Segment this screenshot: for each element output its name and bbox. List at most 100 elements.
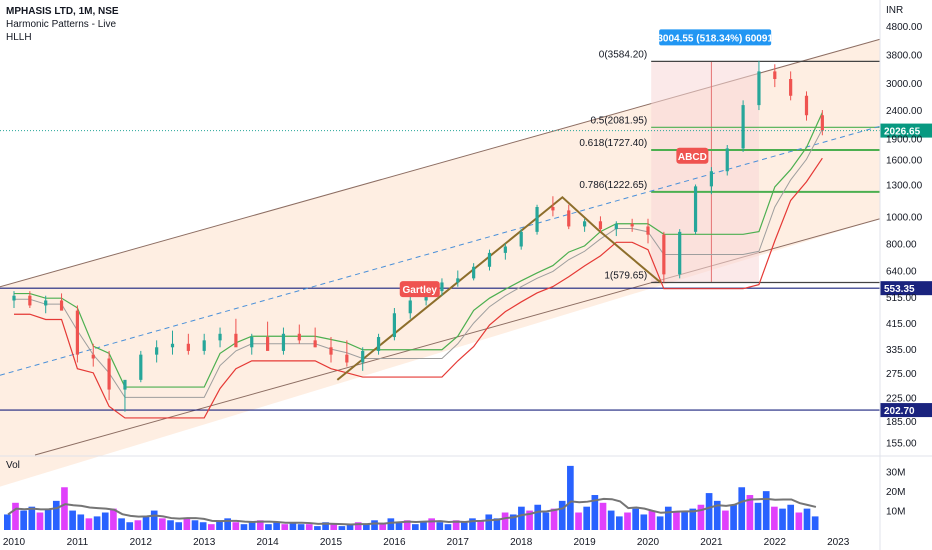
candle-body[interactable] [693,186,698,232]
hllh-upper-band[interactable] [14,112,823,388]
candle-body[interactable] [12,295,16,301]
candle-body[interactable] [503,246,507,253]
candle-body[interactable] [297,333,301,341]
candle-body[interactable] [361,350,365,363]
volume-bar[interactable] [338,526,346,530]
candle-body[interactable] [630,223,634,227]
volume-bar[interactable] [624,512,631,530]
candle-body[interactable] [44,300,48,306]
volume-bar[interactable] [673,512,680,530]
volume-bar[interactable] [689,508,697,530]
volume-bar[interactable] [485,514,493,530]
volume-bar[interactable] [305,524,313,530]
volume-bar[interactable] [599,502,607,530]
volume-bar[interactable] [224,518,231,530]
candle-body[interactable] [408,300,412,314]
volume-bar[interactable] [175,522,183,530]
volume-bar[interactable] [460,522,468,530]
hllh-lower-band[interactable] [14,157,823,419]
volume-bar[interactable] [44,508,52,530]
volume-bar[interactable] [591,495,599,530]
candle-body[interactable] [709,171,713,187]
volume-bar[interactable] [656,516,664,530]
volume-bar[interactable] [273,522,280,530]
volume-bar[interactable] [36,512,44,530]
volume-bar[interactable] [436,522,444,530]
candle-body[interactable] [614,223,618,230]
volume-bar[interactable] [93,516,101,530]
candle-body[interactable] [757,71,761,106]
volume-bar[interactable] [28,506,36,530]
volume-bar[interactable] [730,504,737,530]
volume-bar[interactable] [208,524,215,530]
candle-body[interactable] [202,340,206,351]
candle-body[interactable] [456,278,460,283]
volume-bar[interactable] [452,520,460,530]
volume-bar[interactable] [379,524,387,530]
volume-bar[interactable] [12,502,19,530]
candle-body[interactable] [329,347,333,355]
volume-bar[interactable] [330,524,338,530]
volume-bar[interactable] [509,514,517,530]
volume-bar[interactable] [779,508,786,530]
volume-bar[interactable] [469,518,476,530]
volume-bar[interactable] [583,506,591,530]
volume-bar[interactable] [150,510,158,530]
volume-bar[interactable] [314,526,321,530]
indicator-hllh[interactable]: HLLH [6,32,32,43]
volume-bar[interactable] [126,522,134,530]
volume-bar[interactable] [534,504,542,530]
candle-body[interactable] [75,310,79,355]
candle-body[interactable] [583,221,587,227]
volume-bar[interactable] [420,522,427,530]
volume-bar[interactable] [101,512,109,530]
candle-body[interactable] [250,337,254,348]
volume-bar[interactable] [607,510,615,530]
candle-body[interactable] [123,379,127,390]
volume-bar[interactable] [632,508,639,530]
volume-bar[interactable] [412,524,419,530]
volume-bar[interactable] [61,487,68,530]
volume-bar[interactable] [248,522,256,530]
volume-bar[interactable] [722,510,729,530]
volume-bar[interactable] [297,524,305,530]
volume-bar[interactable] [803,508,811,530]
volume-bar[interactable] [811,516,819,530]
volume-bar[interactable] [346,524,354,530]
volume-bar[interactable] [395,522,403,530]
candle-body[interactable] [820,115,824,131]
candle-body[interactable] [725,148,729,172]
volume-bar[interactable] [795,512,803,530]
volume-bar[interactable] [199,522,207,530]
volume-bar[interactable] [567,465,574,530]
volume-bar[interactable] [616,516,623,530]
volume-bar[interactable] [118,518,125,530]
volume-bar[interactable] [705,493,713,530]
volume-bar[interactable] [477,520,484,530]
volume-bar[interactable] [281,524,289,530]
candle-body[interactable] [551,206,555,211]
volume-bar[interactable] [403,520,411,530]
volume-bar[interactable] [110,508,117,530]
volume-bar[interactable] [493,518,501,530]
volume-bar[interactable] [134,520,142,530]
candle-body[interactable] [773,71,777,79]
candle-body[interactable] [186,343,190,351]
volume-bar[interactable] [232,522,240,530]
volume-bar[interactable] [289,522,297,530]
volume-bar[interactable] [738,487,746,530]
candle-body[interactable] [662,234,666,275]
volume-bar[interactable] [762,491,770,530]
volume-bar[interactable] [85,518,93,530]
volume-bar[interactable] [640,514,648,530]
volume-bar[interactable] [256,520,264,530]
volume-bar[interactable] [52,500,60,530]
volume-bar[interactable] [771,506,778,530]
volume-bar[interactable] [363,524,370,530]
volume-bar[interactable] [542,512,550,530]
candle-body[interactable] [804,95,809,116]
volume-bar[interactable] [664,506,672,530]
candle-body[interactable] [155,347,159,355]
volume-bar[interactable] [4,514,11,530]
candle-body[interactable] [234,333,238,348]
